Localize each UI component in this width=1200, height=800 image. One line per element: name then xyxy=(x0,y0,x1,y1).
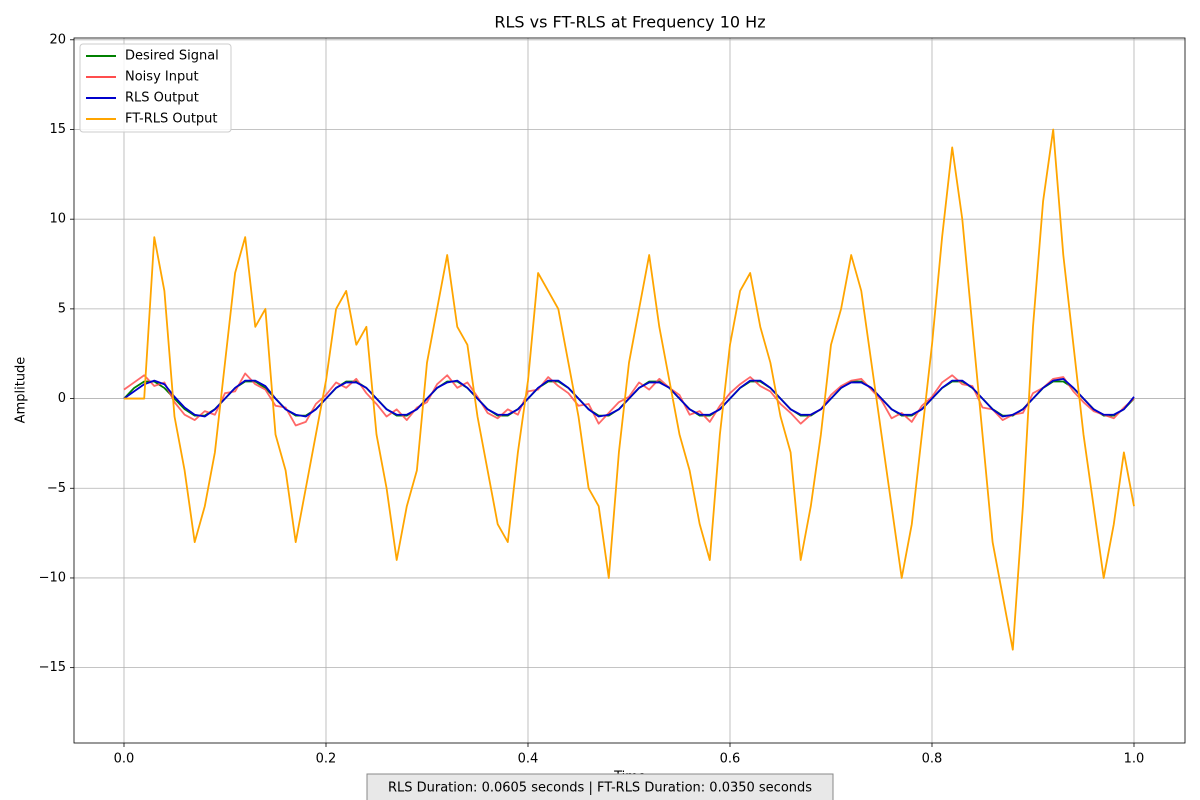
y-axis-label: Amplitude xyxy=(14,357,29,424)
x-tick-label: 0.0 xyxy=(114,752,135,767)
legend-label: Noisy Input xyxy=(125,70,199,85)
y-tick-label: 0 xyxy=(58,391,66,406)
x-tick-label: 0.2 xyxy=(316,752,337,767)
legend-label: Desired Signal xyxy=(125,49,219,64)
legend-box xyxy=(79,43,232,133)
legend: Desired Signal Noisy Input RLS Output FT-RL… xyxy=(79,43,232,133)
series-line xyxy=(123,377,1135,418)
axes-frame xyxy=(73,37,1186,744)
legend-label: FT-RLS Output xyxy=(125,112,218,127)
y-tick-label: −15 xyxy=(39,660,66,675)
series-line xyxy=(123,372,1135,427)
y-tick-label: −10 xyxy=(39,570,66,585)
x-tick-label: 0.8 xyxy=(922,752,943,767)
y-tick-label: 5 xyxy=(58,301,66,316)
plot-area xyxy=(74,38,1185,743)
y-tick-label: −5 xyxy=(47,481,66,496)
x-tick-label: 0.6 xyxy=(720,752,741,767)
y-tick-label: 10 xyxy=(49,212,66,227)
annotation: RLS Duration: 0.0605 seconds | FT-RLS Du… xyxy=(388,781,812,796)
chart-title: RLS vs FT-RLS at Frequency 10 Hz xyxy=(494,13,765,32)
y-tick-label: 15 xyxy=(49,122,66,137)
x-tick-label: 0.4 xyxy=(518,752,539,767)
legend-label: RLS Output xyxy=(125,91,199,106)
y-tick-label: 20 xyxy=(49,32,66,47)
x-tick-label: 1.0 xyxy=(1124,752,1145,767)
series-line xyxy=(124,128,1135,651)
annotation-box xyxy=(366,773,834,800)
